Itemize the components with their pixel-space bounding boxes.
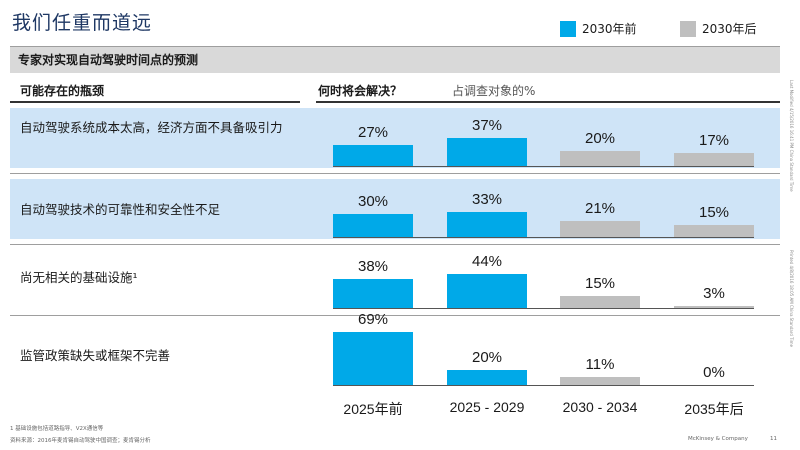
category-label: 2025年前 [343, 401, 403, 417]
bar [560, 220, 640, 237]
bar [447, 137, 527, 166]
data-label: 15% [698, 204, 730, 222]
row-label-regulation: 监管政策缺失或框架不完善 [20, 348, 171, 363]
bar [447, 274, 527, 308]
data-label: 20% [584, 129, 616, 147]
bar [333, 213, 413, 237]
bar-baseline [333, 237, 754, 238]
data-label: 38% [357, 257, 389, 275]
bar [560, 150, 640, 166]
legend-swatch-blue [560, 20, 576, 37]
legend-label: 2030年前 [582, 22, 637, 36]
subtitle-bar [10, 46, 780, 73]
side-note-modified: Last Modified 4/15/2016 16:41 PM China S… [789, 80, 794, 192]
header-underline-left [10, 101, 300, 103]
footnote: 1 基础设施包括道路指导、V2X通信等 [10, 426, 104, 432]
bar [447, 369, 527, 385]
column-header-when: 何时将会解决？ [318, 84, 403, 98]
data-label: 37% [471, 116, 503, 134]
data-label: 44% [471, 253, 503, 271]
brand-name: McKinsey & Company [688, 436, 748, 442]
data-label: 0% [703, 364, 725, 381]
data-label: 15% [584, 275, 616, 293]
chart-subtitle: 专家对实现自动驾驶时间点的预测 [18, 53, 199, 67]
legend-label: 2030年后 [702, 22, 757, 36]
data-label: 3% [703, 284, 725, 302]
bar [674, 305, 754, 308]
bar [333, 331, 413, 385]
data-label: 11% [585, 355, 615, 373]
data-label: 21% [584, 199, 616, 217]
source-note: 资料来源：2016年麦肯锡自动驾驶中国调查；麦肯锡分析 [10, 438, 151, 444]
column-header-obstacle: 可能存在的瓶颈 [20, 84, 105, 98]
bar [333, 145, 413, 166]
bar [560, 296, 640, 308]
category-label: 2030 - 2034 [562, 399, 638, 415]
data-label: 69% [357, 310, 389, 328]
data-label: 33% [471, 190, 503, 208]
bar-baseline [333, 308, 754, 309]
row-label-cost: 自动驾驶系统成本太高，经济方面不具备吸引力 [20, 120, 283, 135]
row-divider [10, 244, 780, 245]
page-title: 我们任重而道远 [12, 12, 153, 34]
bar [560, 376, 640, 385]
data-label: 27% [357, 124, 389, 142]
side-note-printed: Printed 4/8/2016 18:05 AM China Standard… [789, 250, 794, 347]
bar [674, 152, 754, 166]
legend-item-after-2030: 2030年后 [680, 20, 757, 37]
legend-item-before-2030: 2030年前 [560, 20, 637, 37]
row-label-reliability: 自动驾驶技术的可靠性和安全性不足 [20, 202, 221, 217]
column-header-unit: 占调查对象的% [452, 84, 536, 98]
category-label: 2025 - 2029 [449, 399, 525, 415]
row-divider [10, 315, 780, 316]
row-divider [10, 173, 780, 174]
bar [333, 278, 413, 308]
row-label-infrastructure: 尚无相关的基础设施¹ [20, 270, 138, 285]
bar [447, 211, 527, 237]
category-label: 2035年后 [684, 401, 744, 417]
legend-swatch-gray [680, 20, 696, 37]
header-underline-right [316, 101, 780, 103]
bar-baseline [333, 166, 754, 167]
bar [674, 225, 754, 237]
bar-baseline [333, 385, 754, 386]
data-label: 20% [471, 348, 503, 366]
page-number: 11 [770, 436, 777, 442]
data-label: 17% [698, 131, 730, 149]
data-label: 30% [357, 192, 389, 210]
